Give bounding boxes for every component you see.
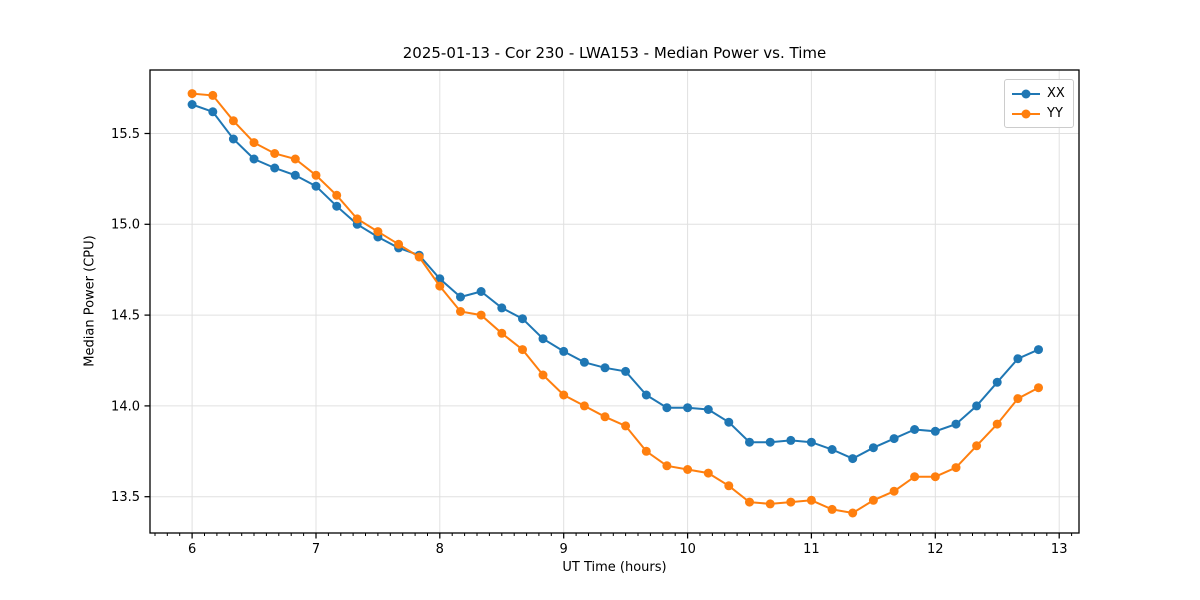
x-tick-label: 6 bbox=[188, 542, 196, 557]
y-axis: 13.5 14.0 14.5 15.0 15.5 bbox=[111, 127, 150, 505]
legend-item-xx: XX bbox=[1012, 85, 1065, 102]
x-tick-label: 12 bbox=[927, 542, 944, 557]
y-tick-label: 15.5 bbox=[111, 127, 140, 142]
chart-title: 2025-01-13 - Cor 230 - LWA153 - Median P… bbox=[402, 44, 827, 62]
legend: XX YY bbox=[1004, 79, 1074, 128]
x-tick-label: 11 bbox=[803, 542, 820, 557]
x-tick-label: 8 bbox=[436, 542, 444, 557]
x-axis: 6 7 8 9 10 11 12 13 bbox=[154, 533, 1073, 557]
y-tick-label: 14.0 bbox=[111, 399, 140, 414]
legend-line-marker-icon bbox=[1012, 89, 1040, 99]
series-XX bbox=[187, 100, 1043, 464]
x-tick-label: 7 bbox=[312, 542, 320, 557]
y-axis-label: Median Power (CPU) bbox=[82, 235, 98, 367]
legend-label-yy: YY bbox=[1047, 106, 1063, 121]
y-tick-label: 15.0 bbox=[111, 218, 140, 233]
plot-frame bbox=[149, 69, 1080, 534]
x-tick-label: 13 bbox=[1051, 542, 1068, 557]
legend-line-marker-icon bbox=[1012, 109, 1040, 119]
legend-label-xx: XX bbox=[1047, 86, 1065, 101]
y-tick-label: 14.5 bbox=[111, 309, 140, 324]
x-tick-label: 9 bbox=[560, 542, 568, 557]
x-axis-label: UT Time (hours) bbox=[562, 560, 667, 575]
series-YY bbox=[187, 89, 1043, 518]
y-tick-label: 13.5 bbox=[111, 490, 140, 505]
gridlines bbox=[150, 70, 1079, 533]
legend-item-yy: YY bbox=[1012, 105, 1065, 122]
x-tick-label: 10 bbox=[679, 542, 696, 557]
